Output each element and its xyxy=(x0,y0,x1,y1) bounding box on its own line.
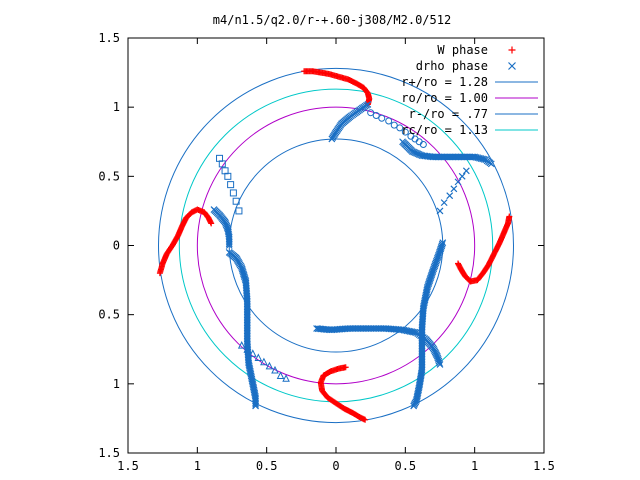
x-tick-label: 1.5 xyxy=(533,459,555,473)
y-tick-label: 1 xyxy=(113,377,120,391)
phase-arm-2 xyxy=(156,206,215,277)
legend-label: r+/ro = 1.28 xyxy=(401,75,488,89)
legend-label: drho phase xyxy=(416,59,488,73)
data-point xyxy=(440,199,448,207)
reference-circle-2 xyxy=(196,106,476,385)
data-point xyxy=(458,172,466,180)
legend-label: ro/ro = 1.00 xyxy=(401,91,488,105)
data-point xyxy=(454,178,462,186)
data-point xyxy=(229,189,237,197)
data-point xyxy=(313,325,321,332)
data-point xyxy=(252,400,259,408)
chart-title: m4/n1.5/q2.0/r-+.60-j308/M2.0/512 xyxy=(213,13,451,27)
data-point xyxy=(232,197,240,205)
legend-entry: r-/ro = .77 xyxy=(409,107,538,121)
data-point xyxy=(487,160,495,168)
data-point xyxy=(156,270,163,277)
legend-entry: r+/ro = 1.28 xyxy=(401,75,538,89)
series-w-phase xyxy=(156,68,513,423)
phase-arm-3 xyxy=(317,364,369,423)
sparse-marker-group-4 xyxy=(436,167,470,215)
data-point xyxy=(252,402,259,410)
y-tick-label: 0.5 xyxy=(98,308,120,322)
data-point xyxy=(362,416,369,423)
legend-label: W phase xyxy=(437,43,488,57)
phase-arms-layer xyxy=(156,68,513,423)
data-point xyxy=(243,345,252,353)
data-point xyxy=(271,365,279,374)
legend-entry: drho phase xyxy=(416,59,516,73)
x-tick-label: 1 xyxy=(471,459,478,473)
data-point xyxy=(410,402,418,410)
phase-arm-4 xyxy=(455,213,513,285)
data-point xyxy=(235,207,243,215)
legend-entry: ro/ro = 1.00 xyxy=(401,91,538,105)
data-point xyxy=(390,121,398,129)
data-point xyxy=(419,141,427,149)
legend-marker-swatch xyxy=(508,62,516,70)
legend: W phase drho phase r+/ro = 1.28 ro/ro = 1.0… xyxy=(401,43,538,137)
data-point xyxy=(385,117,393,125)
data-point xyxy=(254,353,263,362)
phase-arm-3 xyxy=(210,206,233,249)
data-point xyxy=(378,114,386,122)
data-point xyxy=(506,213,513,220)
x-tick-label: 0.5 xyxy=(394,459,416,473)
data-point xyxy=(446,192,454,200)
data-point xyxy=(276,371,285,380)
data-point xyxy=(372,111,380,119)
sparse-marker-group-3 xyxy=(237,340,290,382)
y-tick-label: 1.5 xyxy=(98,31,120,45)
legend-label: r-/ro = .77 xyxy=(409,107,488,121)
phase-arm-2 xyxy=(399,138,495,168)
y-tick-label: 1 xyxy=(113,100,120,114)
data-point xyxy=(436,207,444,215)
phase-arm-1 xyxy=(301,68,373,108)
data-point xyxy=(265,361,274,370)
data-point xyxy=(462,167,470,175)
x-tick-label: 1 xyxy=(194,459,201,473)
y-tick-label: 1.5 xyxy=(98,446,120,460)
sparse-marker-group-2 xyxy=(216,154,243,215)
sparse-marker-group-1 xyxy=(367,109,427,149)
data-point xyxy=(225,240,233,248)
data-point xyxy=(450,185,458,193)
data-point xyxy=(216,154,224,162)
x-tick-label: 0.5 xyxy=(256,459,278,473)
y-tick-label: 0.5 xyxy=(98,169,120,183)
x-tick-label: 0 xyxy=(332,459,339,473)
data-point xyxy=(328,135,336,143)
phase-arm-4 xyxy=(225,248,259,410)
legend-entry: rc/ro = 1.13 xyxy=(401,123,538,137)
data-point xyxy=(248,349,257,357)
data-point xyxy=(314,325,322,333)
data-point xyxy=(282,374,290,382)
data-point xyxy=(221,167,229,175)
phase-arm-1 xyxy=(328,100,372,143)
data-point xyxy=(237,340,246,349)
data-point xyxy=(367,109,375,117)
data-point xyxy=(301,68,308,75)
legend-entry: W phase xyxy=(437,43,516,57)
data-point xyxy=(260,357,268,366)
sparse-markers-layer xyxy=(216,109,470,382)
reference-circle-3 xyxy=(228,138,444,353)
data-point xyxy=(227,181,235,189)
reference-circle-1 xyxy=(158,67,514,424)
series-drho-phase xyxy=(210,100,495,410)
legend-marker-swatch xyxy=(508,46,516,54)
phase-arm-6 xyxy=(410,239,447,410)
data-point xyxy=(225,242,233,249)
x-tick-label: 1.5 xyxy=(117,459,139,473)
data-point xyxy=(396,124,404,132)
y-tick-label: 0 xyxy=(113,239,120,253)
axis-ticks: 1.5 1 0.5 0 0.5 1 1.51.510.500.511.5 xyxy=(98,31,555,473)
legend-label: rc/ro = 1.13 xyxy=(401,123,488,137)
data-point xyxy=(401,128,409,136)
